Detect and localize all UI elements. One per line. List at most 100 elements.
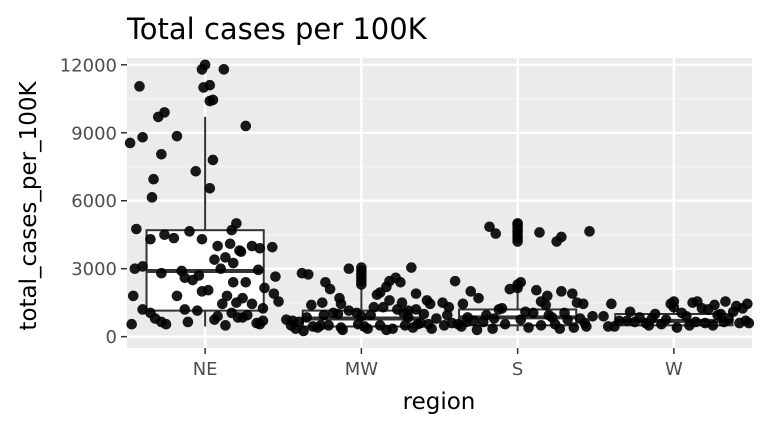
data-point — [442, 309, 453, 321]
data-point — [267, 241, 278, 253]
data-point — [156, 148, 167, 160]
data-point — [270, 271, 281, 282]
data-point — [671, 322, 683, 333]
data-point — [477, 316, 489, 328]
data-point — [227, 257, 239, 269]
data-point — [317, 297, 328, 308]
data-point — [712, 309, 723, 321]
data-point — [227, 276, 239, 288]
data-point — [146, 192, 158, 203]
data-point — [431, 313, 442, 324]
data-point — [129, 263, 141, 275]
data-point — [323, 320, 334, 331]
data-point — [571, 297, 583, 308]
data-point — [159, 229, 170, 241]
data-point — [621, 315, 633, 327]
data-point — [226, 224, 237, 236]
points-ne — [124, 59, 284, 331]
data-point — [399, 320, 411, 331]
data-point — [240, 276, 252, 288]
data-point — [220, 252, 231, 263]
data-point — [209, 254, 220, 265]
x-tick-label-s: S — [512, 359, 523, 380]
data-point — [298, 325, 309, 337]
data-point — [182, 316, 194, 328]
chart-title: Total cases per 100K — [126, 12, 428, 46]
data-point — [371, 289, 383, 301]
data-point — [207, 94, 219, 106]
data-point — [231, 297, 242, 308]
data-point — [193, 270, 205, 281]
data-point — [515, 314, 527, 325]
data-point — [254, 243, 266, 254]
data-point — [179, 304, 191, 315]
data-point — [488, 313, 500, 324]
data-point — [215, 263, 227, 275]
data-point — [743, 317, 755, 329]
data-point — [443, 301, 455, 313]
data-point — [224, 238, 236, 250]
data-point — [220, 320, 231, 331]
data-point — [268, 288, 280, 299]
data-point — [137, 131, 148, 143]
data-point — [246, 298, 258, 310]
data-point — [301, 312, 312, 323]
data-point — [457, 298, 469, 310]
data-point — [145, 233, 156, 245]
data-point — [734, 317, 745, 329]
data-point — [471, 324, 483, 336]
data-point — [307, 321, 319, 332]
data-point — [656, 318, 667, 330]
data-point — [737, 303, 748, 314]
points-s — [437, 218, 598, 336]
data-point — [257, 303, 269, 314]
data-point — [707, 320, 719, 331]
data-point — [156, 267, 167, 279]
data-point — [212, 240, 223, 252]
data-point — [520, 306, 531, 318]
data-point — [192, 305, 203, 316]
data-point — [556, 231, 567, 243]
data-point — [665, 298, 677, 310]
data-point — [337, 324, 348, 336]
data-point — [217, 298, 228, 310]
data-point — [702, 304, 714, 315]
data-point — [196, 233, 208, 245]
x-tick-label-mw: MW — [345, 359, 379, 380]
data-point — [384, 295, 395, 306]
data-point — [727, 306, 739, 318]
data-point — [562, 314, 573, 325]
y-tick-label: 6000 — [71, 191, 117, 212]
data-point — [327, 307, 339, 319]
boxplot-ne — [145, 116, 265, 327]
data-point — [487, 323, 498, 335]
data-point — [504, 283, 516, 295]
data-point — [296, 267, 308, 279]
data-point — [402, 312, 414, 323]
data-point — [624, 306, 636, 318]
data-point — [356, 310, 367, 322]
data-point — [196, 64, 208, 75]
data-point — [315, 320, 327, 331]
data-point — [198, 82, 209, 93]
data-point — [343, 263, 355, 275]
data-point — [235, 246, 247, 258]
data-point — [424, 298, 436, 310]
data-point — [196, 286, 208, 297]
data-point — [254, 318, 266, 330]
data-point — [124, 137, 136, 149]
data-point — [527, 307, 539, 319]
data-point — [684, 320, 695, 331]
data-point — [535, 320, 547, 331]
data-point — [490, 228, 502, 239]
data-point — [512, 282, 523, 294]
data-point — [609, 321, 620, 332]
x-tick-label-ne: NE — [193, 359, 218, 380]
data-point — [240, 120, 252, 132]
data-point — [362, 323, 373, 335]
data-point — [720, 296, 731, 307]
points-mw — [281, 262, 442, 337]
data-point — [209, 314, 220, 325]
data-point — [460, 316, 472, 328]
